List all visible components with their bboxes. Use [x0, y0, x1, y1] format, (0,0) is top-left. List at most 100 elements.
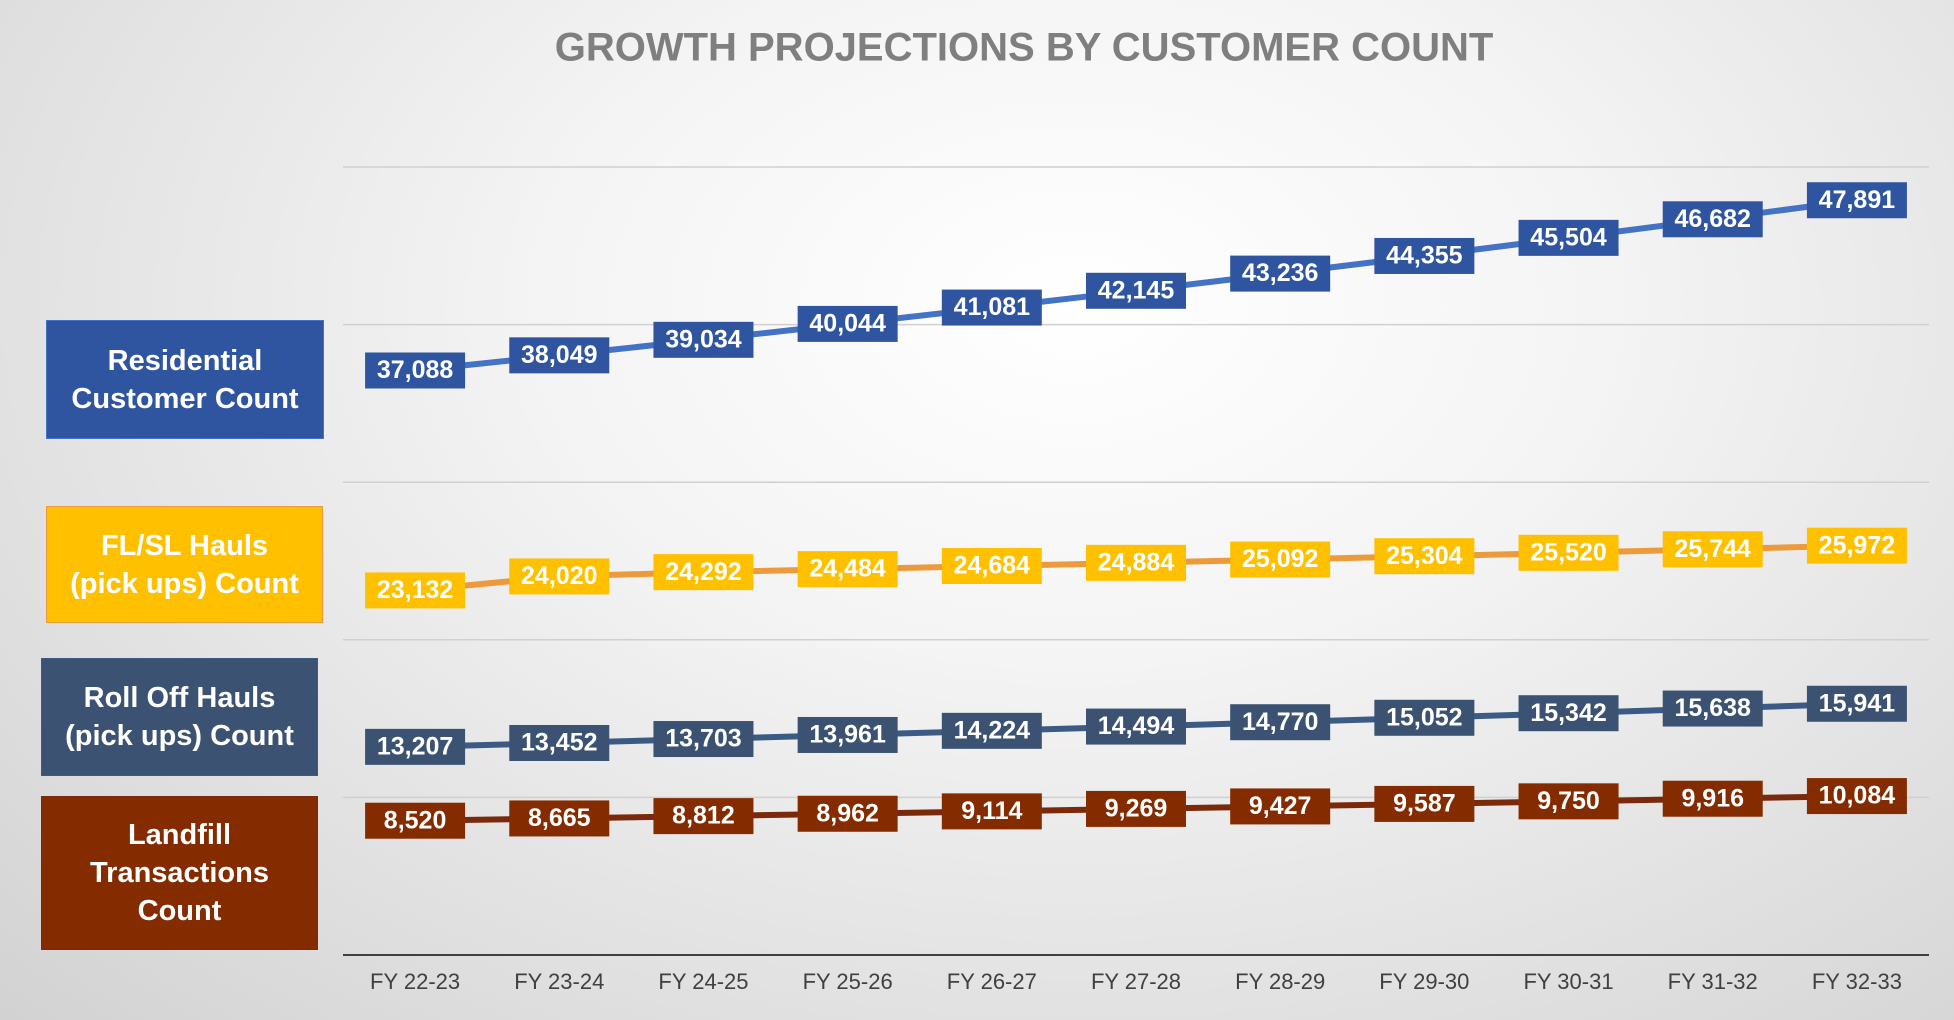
- data-label: 13,207: [365, 728, 466, 765]
- data-point: [653, 798, 754, 835]
- data-label: 8,962: [797, 795, 898, 832]
- data-point: [365, 572, 466, 609]
- data-label: 41,081: [941, 289, 1042, 326]
- data-label: 14,224: [941, 712, 1042, 749]
- data-label: 45,504: [1518, 219, 1619, 256]
- data-label-text: 9,587: [1393, 790, 1456, 818]
- legend-entry: Roll Off Hauls (pick ups) Count: [41, 658, 318, 776]
- data-label-text: 8,665: [528, 804, 591, 832]
- data-point: [797, 305, 898, 342]
- data-label: 14,494: [1086, 708, 1186, 745]
- data-label: 24,684: [941, 547, 1042, 584]
- data-label-text: 9,269: [1105, 795, 1168, 823]
- data-label-text: 25,972: [1819, 531, 1895, 559]
- data-point: [509, 724, 610, 761]
- data-point: [1518, 783, 1619, 820]
- data-label-text: 25,744: [1674, 535, 1751, 563]
- data-point: [365, 728, 466, 765]
- data-label-text: 13,207: [377, 732, 453, 760]
- data-label-text: 8,812: [672, 802, 735, 830]
- legend-entry: Residential Customer Count: [46, 320, 324, 439]
- data-point: [1086, 790, 1186, 827]
- data-point: [653, 321, 754, 358]
- data-label: 10,084: [1806, 778, 1907, 815]
- data-label: 24,020: [509, 558, 610, 595]
- data-label-text: 13,703: [665, 725, 741, 753]
- data-label-text: 42,145: [1098, 276, 1175, 304]
- data-label: 15,342: [1518, 695, 1619, 732]
- data-label: 9,427: [1230, 788, 1331, 825]
- data-label: 13,452: [509, 724, 610, 761]
- data-point: [1374, 237, 1475, 274]
- data-label-text: 40,044: [809, 310, 886, 338]
- data-label-text: 13,452: [521, 729, 597, 757]
- data-label-text: 37,088: [377, 356, 454, 384]
- x-tick-label: FY 31-32: [1668, 969, 1758, 994]
- data-label: 9,750: [1518, 783, 1619, 820]
- data-label-text: 9,427: [1249, 792, 1312, 820]
- data-label-text: 24,884: [1098, 548, 1175, 576]
- data-point: [941, 289, 1042, 326]
- data-label: 44,355: [1374, 237, 1475, 274]
- data-point: [797, 551, 898, 588]
- data-label: 15,052: [1374, 699, 1475, 736]
- data-label-text: 8,962: [816, 799, 879, 827]
- data-point: [797, 795, 898, 832]
- data-label-text: 15,052: [1386, 703, 1462, 731]
- data-point: [1086, 708, 1186, 745]
- data-point: [509, 800, 610, 837]
- data-label: 25,744: [1662, 531, 1763, 568]
- data-point: [1086, 544, 1186, 581]
- data-label-text: 14,770: [1242, 708, 1318, 736]
- data-point: [1518, 219, 1619, 256]
- data-label-text: 24,684: [954, 552, 1031, 580]
- data-label-text: 25,092: [1242, 545, 1318, 573]
- x-tick-label: FY 32-33: [1812, 969, 1902, 994]
- data-label: 9,916: [1662, 780, 1763, 817]
- x-tick-label: FY 22-23: [370, 969, 460, 994]
- data-label-text: 23,132: [377, 576, 453, 604]
- data-label: 39,034: [653, 321, 754, 358]
- data-label: 13,703: [653, 721, 754, 758]
- data-label: 14,770: [1230, 704, 1331, 741]
- data-label: 13,961: [797, 716, 898, 753]
- data-label: 25,520: [1518, 534, 1619, 571]
- data-label: 24,484: [797, 551, 898, 588]
- data-label-text: 25,304: [1386, 542, 1463, 570]
- data-label-text: 15,941: [1819, 689, 1896, 717]
- data-point: [1374, 699, 1475, 736]
- chart-title: GROWTH PROJECTIONS BY CUSTOMER COUNT: [555, 26, 1494, 70]
- data-point: [797, 716, 898, 753]
- x-tick-label: FY 30-31: [1523, 969, 1613, 994]
- data-point: [941, 712, 1042, 749]
- data-label: 9,114: [941, 793, 1042, 830]
- data-point: [653, 554, 754, 591]
- data-label: 8,520: [365, 802, 466, 839]
- data-point: [1662, 690, 1763, 727]
- data-label-text: 8,520: [384, 806, 447, 834]
- data-label: 9,587: [1374, 785, 1475, 822]
- data-label: 40,044: [797, 305, 898, 342]
- data-label-text: 45,504: [1530, 223, 1607, 251]
- data-label: 8,812: [653, 798, 754, 835]
- data-label-text: 44,355: [1386, 242, 1463, 270]
- legend-entry: Landfill Transactions Count: [41, 796, 318, 950]
- data-label: 47,891: [1806, 182, 1907, 219]
- data-point: [1662, 201, 1763, 238]
- data-point: [365, 802, 466, 839]
- data-label: 38,049: [509, 337, 610, 374]
- x-tick-label: FY 27-28: [1091, 969, 1181, 994]
- data-point: [1662, 780, 1763, 817]
- data-label: 42,145: [1086, 272, 1186, 309]
- data-point: [1230, 704, 1331, 741]
- data-point: [941, 793, 1042, 830]
- data-label-text: 24,484: [809, 555, 886, 583]
- data-label-text: 13,961: [809, 721, 886, 749]
- data-label-text: 9,916: [1681, 784, 1744, 812]
- data-label-text: 24,020: [521, 562, 597, 590]
- data-point: [1806, 778, 1907, 815]
- data-label-text: 39,034: [665, 325, 742, 353]
- data-point: [365, 352, 466, 389]
